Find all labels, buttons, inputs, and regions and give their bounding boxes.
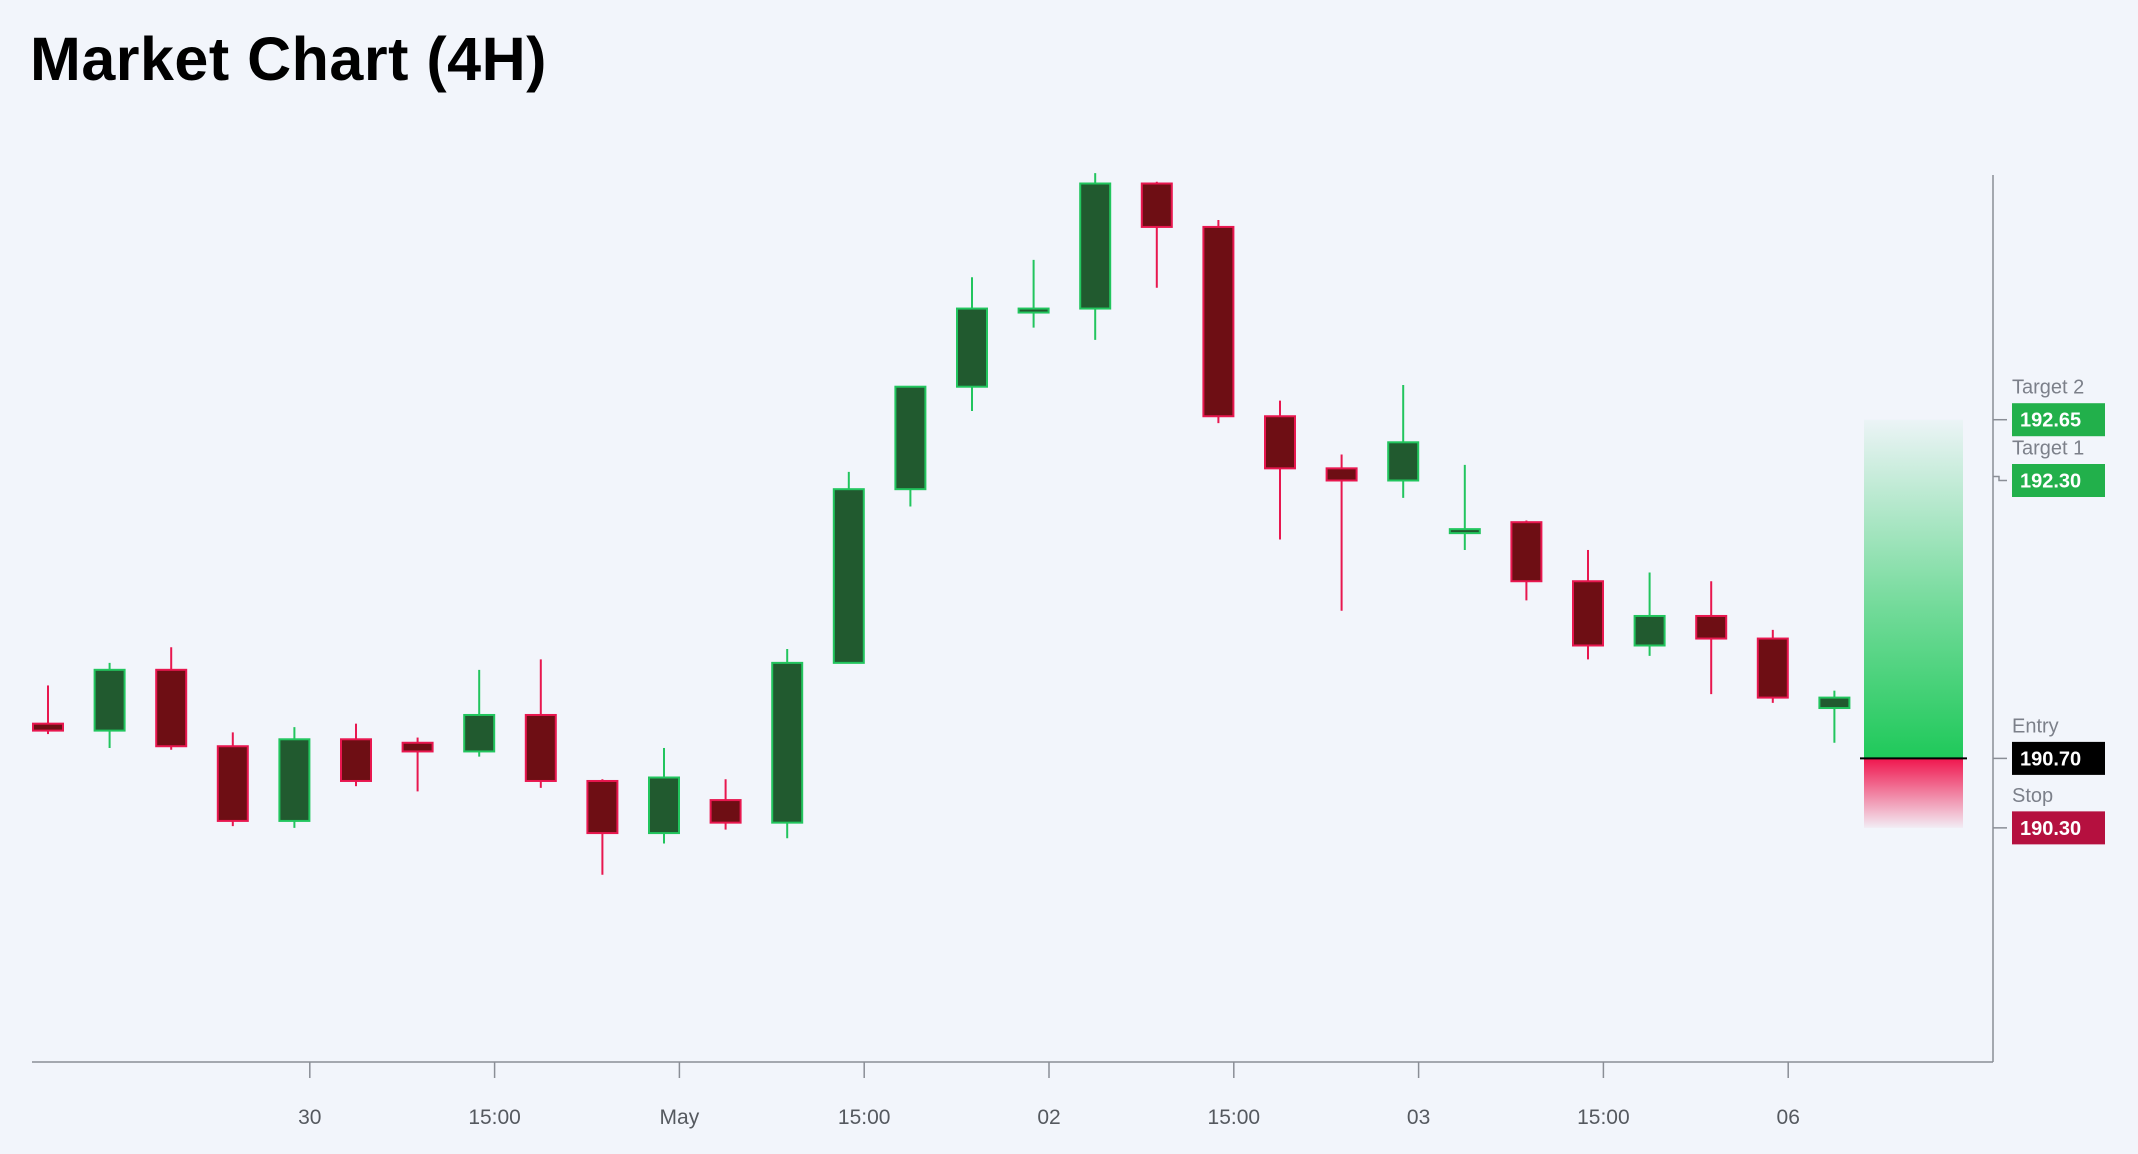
risk-zone xyxy=(1864,758,1963,828)
x-tick-label: 15:00 xyxy=(1208,1106,1261,1129)
candle xyxy=(832,471,865,664)
candle-body xyxy=(956,307,988,388)
candle xyxy=(1695,581,1728,695)
candle xyxy=(1325,454,1358,611)
target-2-price-badge xyxy=(2012,403,2105,437)
target-1-label: Target 1 xyxy=(2012,438,2084,460)
candle xyxy=(401,737,434,792)
candle-body xyxy=(93,668,126,732)
candle xyxy=(1079,173,1112,340)
x-tick-label: 15:00 xyxy=(1577,1106,1630,1129)
x-tick-label: 06 xyxy=(1777,1106,1800,1129)
candle-body xyxy=(832,488,865,664)
level-tick xyxy=(1993,475,2007,482)
candle xyxy=(648,747,680,844)
candle-body xyxy=(32,722,64,732)
candle-body xyxy=(1202,225,1235,418)
candle xyxy=(1756,629,1789,703)
candle xyxy=(894,385,927,507)
candle xyxy=(216,732,249,827)
candle xyxy=(463,669,496,757)
candle xyxy=(1510,520,1543,601)
candle-body xyxy=(1756,637,1789,699)
candle-body xyxy=(709,799,742,824)
x-tick-label: 03 xyxy=(1407,1106,1430,1129)
x-tick-label: 02 xyxy=(1037,1106,1060,1129)
entry-price-value: 190.70 xyxy=(2020,748,2081,770)
candle-body xyxy=(1017,307,1050,314)
candle-body xyxy=(155,668,188,748)
candle-body xyxy=(1387,441,1420,482)
candle xyxy=(524,659,557,788)
candle xyxy=(32,685,64,735)
candle-body xyxy=(401,741,434,753)
candle-body xyxy=(648,776,680,835)
candle-body xyxy=(1510,521,1543,583)
candle xyxy=(278,727,311,828)
candle xyxy=(709,779,742,830)
target-1-price-badge xyxy=(2012,464,2105,498)
candle-body xyxy=(524,713,557,782)
candle-body xyxy=(340,738,372,782)
candle-body xyxy=(771,661,804,824)
candle-body xyxy=(1695,614,1728,640)
candle-body xyxy=(1818,696,1851,710)
entry-price-badge xyxy=(2012,741,2105,775)
target-1-price-value: 192.30 xyxy=(2020,471,2081,493)
x-tick-label: 15:00 xyxy=(838,1106,891,1129)
target-2-price-value: 192.65 xyxy=(2020,410,2081,432)
candle-body xyxy=(1448,528,1481,535)
candle xyxy=(956,277,988,412)
candle-body xyxy=(1264,415,1296,470)
reward-zone xyxy=(1864,419,1963,759)
target-2-label: Target 2 xyxy=(2012,377,2084,399)
x-tick-label: May xyxy=(660,1106,700,1129)
entry-label: Entry xyxy=(2012,715,2059,737)
candle-body xyxy=(1325,467,1358,482)
candle-body xyxy=(1140,182,1173,228)
stop-price-badge xyxy=(2012,811,2105,845)
candle xyxy=(93,662,126,748)
candle xyxy=(1448,464,1481,550)
candle-body xyxy=(1633,614,1666,647)
candle-body xyxy=(586,779,619,835)
x-tick-label: 15:00 xyxy=(468,1106,521,1129)
candle xyxy=(1140,181,1173,288)
candle xyxy=(1202,219,1235,424)
x-tick-label: 30 xyxy=(298,1106,321,1129)
candle xyxy=(340,723,372,787)
candle xyxy=(771,648,804,839)
candle xyxy=(586,779,619,875)
candle xyxy=(1387,384,1420,498)
candle xyxy=(1633,572,1666,656)
candle xyxy=(1264,400,1296,540)
candle-body xyxy=(278,738,311,822)
candle-body xyxy=(216,745,249,822)
chart-title: Market Chart (4H) xyxy=(30,25,547,93)
candle xyxy=(1017,259,1050,328)
candle xyxy=(1818,690,1851,743)
candle-body xyxy=(894,385,927,491)
candle-body xyxy=(1572,580,1604,647)
stop-price-value: 190.30 xyxy=(2020,818,2081,840)
candle xyxy=(155,647,188,750)
candle-body xyxy=(1079,182,1112,310)
candle-body xyxy=(463,713,496,753)
stop-label: Stop xyxy=(2012,785,2053,807)
candle xyxy=(1572,549,1604,660)
